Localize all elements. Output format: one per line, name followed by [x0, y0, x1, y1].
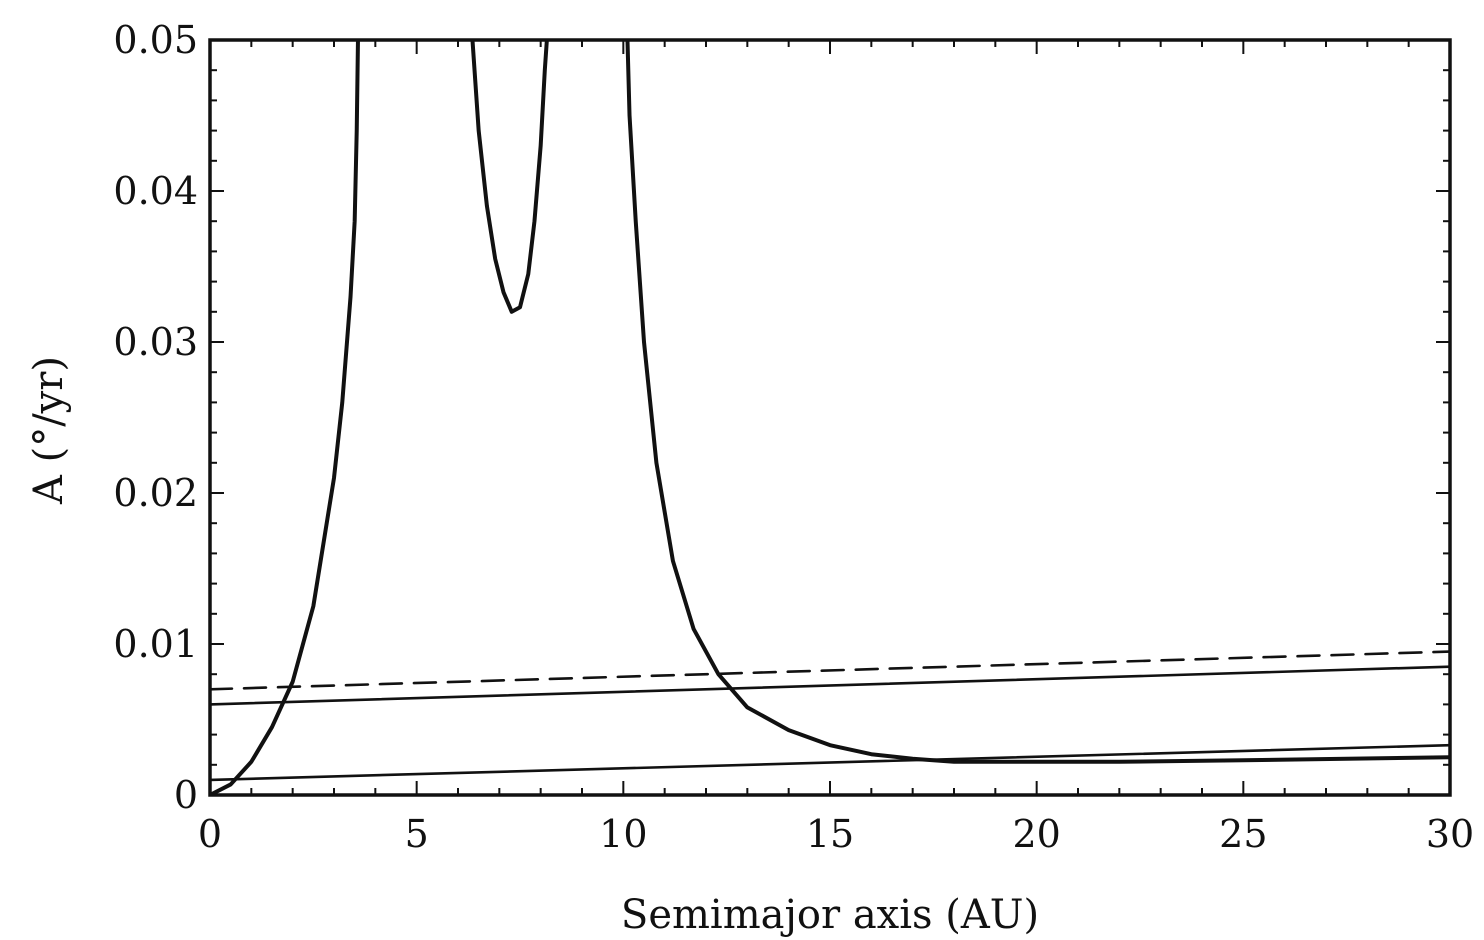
y-axis-label: A (°/yr) [26, 356, 72, 505]
y-tick-label: 0 [174, 773, 198, 817]
y-tick-label: 0.01 [113, 622, 198, 666]
series-1-line-2 [470, 40, 549, 314]
y-tick-label: 0.04 [113, 169, 198, 213]
y-tick-label: 0.05 [113, 18, 198, 62]
x-tick-label: 30 [1426, 812, 1474, 856]
y-tick-label: 0.03 [113, 320, 198, 364]
x-tick-label: 20 [1012, 812, 1060, 856]
plot-frame [208, 38, 1452, 797]
x-tick-label: 15 [806, 812, 854, 856]
x-tick-label: 10 [599, 812, 647, 856]
series-1-line-1 [210, 40, 360, 795]
x-tick-label: 25 [1219, 812, 1267, 856]
axis-ticks [209, 39, 1451, 796]
x-axis-label: Semimajor axis (AU) [621, 892, 1039, 938]
series-3-line-1 [210, 665, 1450, 706]
axis-tick-labels: 0 5 10 15 20 25 30 0 0.01 0.02 0.03 0.04 0.05 [113, 18, 1474, 856]
series-2-line-1 [210, 650, 1450, 691]
plot-marks [210, 40, 1450, 795]
series-1-line-3 [625, 40, 1450, 764]
x-tick-label: 0 [198, 812, 222, 856]
x-tick-label: 5 [405, 812, 429, 856]
y-tick-label: 0.02 [113, 471, 198, 515]
series-4-line-1 [210, 743, 1450, 782]
